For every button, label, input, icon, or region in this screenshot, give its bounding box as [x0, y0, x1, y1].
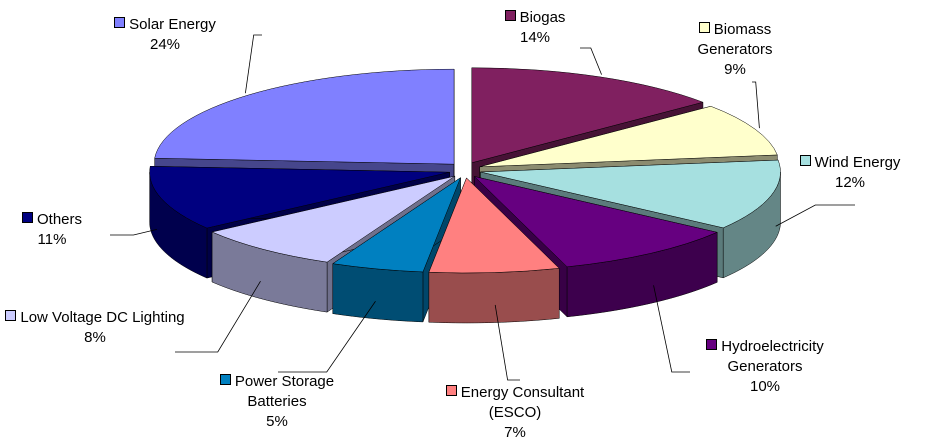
data-label: Wind Energy 12% [795, 153, 905, 193]
legend-swatch [21, 212, 33, 223]
slice-wall [428, 268, 560, 324]
legend-swatch [5, 310, 17, 321]
slice-top [149, 166, 450, 229]
category-label: Biomass Generators [697, 21, 773, 58]
value-label: 8% [84, 329, 106, 346]
leader-line [175, 281, 261, 353]
category-label: Others [36, 211, 82, 228]
category-label: Solar Energy [129, 16, 216, 33]
leader-line [110, 229, 158, 236]
data-label: Energy Consultant (ESCO) 7% [430, 383, 600, 443]
slice-top [471, 67, 704, 164]
data-label: Power Storage Batteries 5% [202, 372, 352, 432]
category-label: Wind Energy [814, 154, 901, 171]
legend-swatch [504, 10, 516, 21]
value-label: 7% [504, 424, 526, 441]
value-label: 24% [149, 36, 181, 53]
slice-wall [332, 263, 424, 323]
category-label: Low Voltage DC Lighting [20, 309, 185, 326]
leader-line [245, 34, 262, 94]
category-label: Biogas [519, 9, 566, 26]
legend-swatch [445, 385, 457, 396]
slice [428, 177, 560, 324]
leader-line [494, 304, 520, 381]
value-label: 10% [749, 378, 781, 395]
leader-line [580, 47, 602, 75]
data-label: Others 11% [7, 210, 97, 250]
slice-top [480, 159, 781, 229]
category-label: Power Storage Batteries [234, 373, 335, 410]
slice [332, 177, 462, 323]
data-label: Low Voltage DC Lighting 8% [5, 308, 185, 348]
slice-top [211, 175, 455, 263]
category-label: Hydroelectricity Generators [721, 338, 824, 375]
value-label: 11% [37, 231, 67, 248]
value-label: 9% [724, 61, 746, 78]
legend-swatch [698, 22, 710, 33]
data-label: Biogas 14% [485, 8, 585, 48]
slice-top [473, 176, 718, 268]
slice-top [154, 68, 455, 165]
leader-line [752, 81, 760, 129]
value-label: 12% [834, 174, 866, 191]
slice-top [479, 106, 778, 168]
slice-top [332, 177, 462, 273]
category-label: Energy Consultant (ESCO) [460, 384, 585, 421]
leader-line [775, 204, 855, 227]
value-label: 14% [519, 29, 551, 46]
legend-swatch [799, 155, 811, 166]
legend-swatch [219, 374, 231, 385]
data-label: Solar Energy 24% [100, 15, 230, 55]
data-label: Hydroelectricity Generators 10% [685, 337, 845, 397]
value-label: 5% [266, 413, 288, 430]
leader-line [653, 285, 690, 373]
legend-swatch [706, 339, 718, 350]
leader-line [278, 300, 376, 373]
slice-top [428, 177, 560, 274]
legend-swatch [114, 17, 126, 28]
data-label: Biomass Generators 9% [675, 20, 795, 80]
